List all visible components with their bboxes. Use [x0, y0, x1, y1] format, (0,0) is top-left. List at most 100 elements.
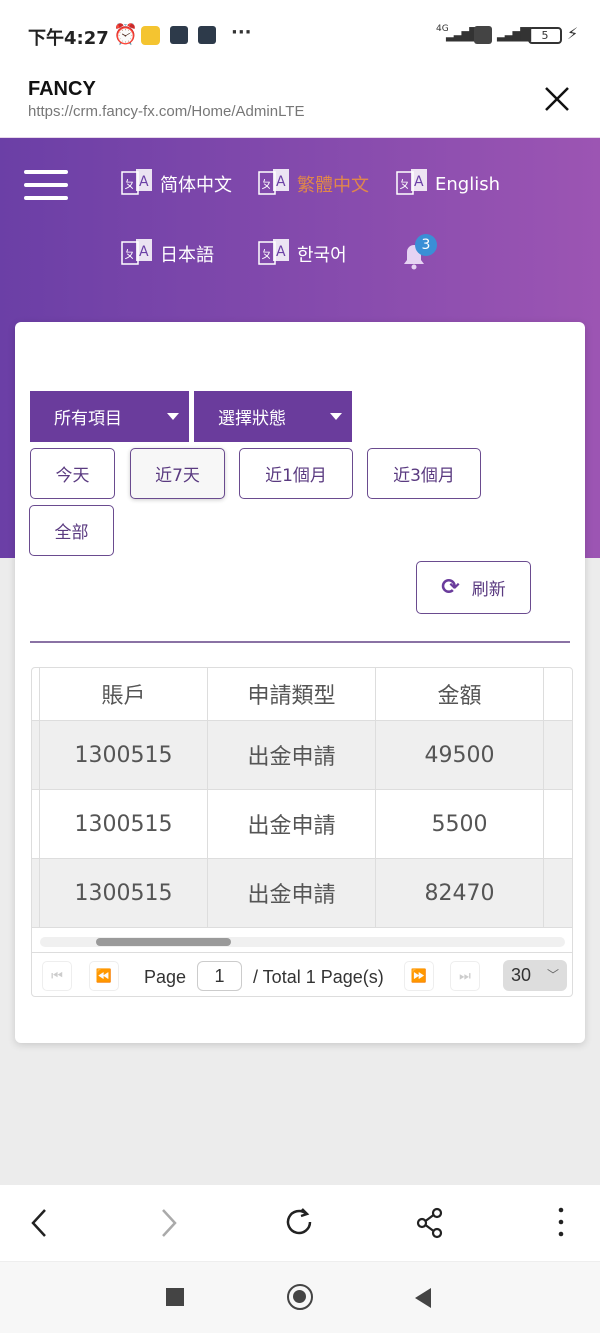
table-row[interactable]: 1300515 出金申請 49500 — [32, 721, 572, 790]
lang-label: English — [435, 173, 500, 195]
lang-traditional-chinese[interactable]: A ㄆ繁體中文 — [257, 166, 369, 202]
battery-icon: 5 — [528, 27, 562, 44]
hamburger-menu-icon[interactable] — [24, 168, 68, 202]
alarm-icon: ⏰ — [113, 22, 138, 46]
refresh-label: 刷新 — [471, 580, 506, 600]
range-all-button[interactable]: 全部 — [29, 505, 114, 556]
svg-text:A: A — [139, 174, 149, 190]
divider — [30, 641, 570, 643]
range-today-button[interactable]: 今天 — [30, 448, 115, 499]
last-page-button[interactable]: ⏭ — [450, 961, 480, 991]
shield-app-icon — [170, 26, 188, 44]
notification-badge: 3 — [415, 234, 437, 256]
header-cell-stub — [544, 668, 572, 720]
table-row[interactable]: 1300515 出金申請 82470 — [32, 859, 572, 928]
app-notification-icon — [141, 26, 160, 45]
range-1month-button[interactable]: 近1個月 — [239, 448, 353, 499]
reload-icon[interactable] — [284, 1205, 316, 1239]
data-table: 賬戶 申請類型 金額 1300515 出金申請 49500 1300515 出金… — [31, 667, 573, 997]
cell-stub — [544, 859, 572, 927]
signal-icon: ▂▃▅▇ — [497, 26, 531, 42]
page-url: https://crm.fancy-fx.com/Home/AdminLTE — [28, 103, 305, 120]
svg-text:ㄆ: ㄆ — [124, 178, 135, 191]
lang-label: 简体中文 — [160, 175, 232, 196]
page-input[interactable]: 1 — [197, 961, 242, 991]
header-amount[interactable]: 金額 — [376, 668, 544, 720]
cell-account: 1300515 — [40, 790, 208, 858]
svg-text:ㄆ: ㄆ — [399, 178, 410, 191]
cell-stub — [32, 790, 40, 858]
cell-account: 1300515 — [40, 859, 208, 927]
shield-app-icon — [198, 26, 216, 44]
status-select[interactable]: 選擇狀態 — [194, 391, 352, 442]
notification-bell[interactable]: 3 — [400, 234, 440, 274]
svg-text:ㄆ: ㄆ — [261, 248, 272, 261]
next-page-button[interactable]: ⏩ — [404, 961, 434, 991]
lang-simplified-chinese[interactable]: A ㄆ简体中文 — [120, 166, 232, 202]
type-select[interactable]: 所有項目 — [30, 391, 189, 442]
status-time: 下午4:27 — [28, 28, 109, 49]
close-icon[interactable] — [543, 85, 571, 113]
header-account[interactable]: 賬戶 — [40, 668, 208, 720]
translate-icon: Aㄆ — [121, 169, 152, 195]
caret-down-icon — [330, 413, 342, 420]
recents-icon[interactable] — [166, 1288, 184, 1306]
svg-text:A: A — [276, 174, 286, 190]
range-7days-button[interactable]: 近7天 — [130, 448, 225, 499]
cell-request-type: 出金申請 — [208, 859, 376, 927]
more-icon: ··· — [231, 22, 252, 43]
chevron-down-icon: ﹀ — [546, 968, 559, 982]
browser-nav-bar — [0, 1185, 600, 1262]
refresh-icon: ⟳ — [441, 575, 460, 600]
cell-amount: 5500 — [376, 790, 544, 858]
page-title: FANCY — [28, 78, 96, 100]
back-icon[interactable] — [28, 1207, 50, 1239]
pager: ⏮ ⏪ Page 1 / Total 1 Page(s) ⏩ ⏭ 30 ﹀ — [32, 952, 572, 996]
range-3months-button[interactable]: 近3個月 — [367, 448, 481, 499]
browser-title-bar: FANCY https://crm.fancy-fx.com/Home/Admi… — [0, 70, 600, 138]
home-icon[interactable] — [287, 1284, 313, 1310]
caret-down-icon — [167, 413, 179, 420]
cell-stub — [544, 790, 572, 858]
back-triangle-icon[interactable] — [413, 1287, 433, 1309]
volte-icon — [474, 26, 492, 44]
svg-text:ㄆ: ㄆ — [124, 248, 135, 261]
lang-label: 日本語 — [160, 245, 214, 266]
table-row[interactable]: 1300515 出金申請 5500 — [32, 790, 572, 859]
total-pages-label: / Total 1 Page(s) — [253, 967, 384, 987]
svg-text:A: A — [276, 244, 286, 260]
translate-icon: Aㄆ — [258, 169, 289, 195]
table-header-row: 賬戶 申請類型 金額 — [32, 668, 572, 721]
more-options-icon[interactable] — [555, 1205, 567, 1239]
cell-stub — [32, 859, 40, 927]
header-request-type[interactable]: 申請類型 — [208, 668, 376, 720]
page-size-value: 30 — [511, 965, 532, 985]
translate-icon: Aㄆ — [121, 239, 152, 265]
prev-page-button[interactable]: ⏪ — [89, 961, 119, 991]
status-bar: 下午4:27 ⏰ ··· 4G ▂▃▅▇ ▂▃▅▇ 5 ⚡ — [0, 0, 600, 70]
page-size-select[interactable]: 30 ﹀ — [503, 960, 567, 991]
cell-request-type: 出金申請 — [208, 721, 376, 789]
refresh-button[interactable]: ⟳ 刷新 — [416, 561, 531, 614]
network-type: 4G — [436, 24, 449, 34]
translate-icon: Aㄆ — [258, 239, 289, 265]
forward-icon[interactable] — [158, 1207, 180, 1239]
horizontal-scrollbar[interactable] — [40, 937, 565, 947]
lang-japanese[interactable]: A ㄆ日本語 — [120, 236, 214, 272]
system-nav-bar — [0, 1262, 600, 1333]
type-select-value: 所有項目 — [54, 409, 122, 429]
translate-icon: Aㄆ — [396, 169, 427, 195]
cell-request-type: 出金申請 — [208, 790, 376, 858]
svg-text:A: A — [414, 174, 424, 190]
lang-label: 한국어 — [297, 245, 347, 266]
status-select-value: 選擇狀態 — [218, 409, 286, 429]
svg-text:A: A — [139, 244, 149, 260]
lang-korean[interactable]: A ㄆ 한국어 — [257, 236, 347, 272]
signal-icon: ▂▃▅▇ — [446, 26, 480, 42]
header-cell-stub — [32, 668, 40, 720]
scrollbar-thumb[interactable] — [96, 938, 231, 946]
lang-english[interactable]: A ㄆ English — [395, 166, 500, 202]
first-page-button[interactable]: ⏮ — [42, 961, 72, 991]
share-icon[interactable] — [415, 1207, 445, 1239]
cell-stub — [544, 721, 572, 789]
